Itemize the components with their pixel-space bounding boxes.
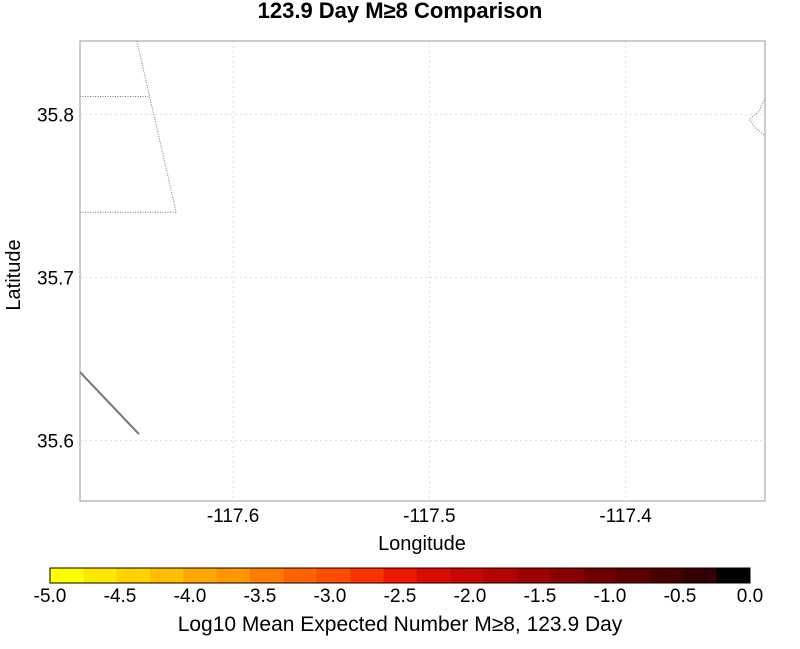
colorbar-label: Log10 Mean Expected Number M≥8, 123.9 Da… <box>178 613 623 636</box>
colorbar-tick-label: -1.0 <box>594 586 627 607</box>
colorbar-swatch <box>150 568 184 583</box>
colorbar-swatch <box>183 568 218 583</box>
colorbar-swatch <box>350 568 384 583</box>
y-tick-label: 35.8 <box>37 105 74 126</box>
colorbar-swatch <box>450 568 484 583</box>
x-tick-label: -117.5 <box>403 506 455 527</box>
map-area <box>79 40 766 502</box>
colorbar-swatch <box>516 568 551 583</box>
colorbar-swatch <box>50 568 84 583</box>
y-axis-label: Latitude <box>3 239 25 310</box>
colorbar-frame <box>49 567 751 584</box>
y-tick-labels: 35.8 35.7 35.6 <box>37 105 74 452</box>
colorbar-swatch <box>583 568 618 583</box>
colorbar-tick-label: -2.0 <box>454 586 487 607</box>
x-tick-label: -117.6 <box>207 506 259 527</box>
colorbar-tick-label: -5.0 <box>34 586 67 607</box>
colorbar-swatch <box>316 568 351 583</box>
x-axis-label: Longitude <box>378 533 466 555</box>
colorbar-swatch <box>616 568 651 583</box>
colorbar-swatch <box>483 568 518 583</box>
map-features <box>79 40 766 435</box>
colorbar-swatch <box>216 568 251 583</box>
fault-line-0 <box>79 371 140 435</box>
colorbar-swatch <box>416 568 451 583</box>
colorbar: -5.0 -4.5 -4.0 -3.5 -3.0 -2.5 -2.0 -1.5 -1.0 -0.5… <box>34 567 764 607</box>
colorbar-tick-label: -4.5 <box>104 586 137 607</box>
colorbar-swatch <box>683 568 718 583</box>
x-tick-labels: -117.6 -117.5 -117.4 <box>207 506 652 527</box>
colorbar-tick-label: -0.5 <box>664 586 697 607</box>
colorbar-swatch <box>283 568 318 583</box>
colorbar-tick-label: 0.0 <box>737 586 763 607</box>
colorbar-tick-label: -3.5 <box>244 586 277 607</box>
gridlines <box>80 41 765 501</box>
chart-title: 123.9 Day M≥8 Comparison <box>258 0 543 23</box>
boundary-line-3 <box>748 97 766 136</box>
colorbar-swatches <box>50 568 751 583</box>
colorbar-tick-label: -1.5 <box>524 586 557 607</box>
colorbar-swatch <box>716 568 751 583</box>
colorbar-swatch <box>550 568 584 583</box>
map-frame <box>79 40 766 502</box>
boundary-line-0 <box>136 40 177 213</box>
y-tick-label: 35.7 <box>37 269 74 290</box>
colorbar-tick-labels: -5.0 -4.5 -4.0 -3.5 -3.0 -2.5 -2.0 -1.5 -1.0 -0.5… <box>34 586 764 607</box>
colorbar-swatch <box>83 568 118 583</box>
colorbar-swatch <box>250 568 284 583</box>
colorbar-tick-label: -2.5 <box>384 586 417 607</box>
colorbar-swatch <box>116 568 151 583</box>
colorbar-tick-label: -4.0 <box>174 586 207 607</box>
x-tick-label: -117.4 <box>599 506 652 527</box>
colorbar-swatch <box>383 568 418 583</box>
y-tick-label: 35.6 <box>37 432 74 453</box>
colorbar-tick-label: -3.0 <box>314 586 347 607</box>
colorbar-swatch <box>650 568 684 583</box>
